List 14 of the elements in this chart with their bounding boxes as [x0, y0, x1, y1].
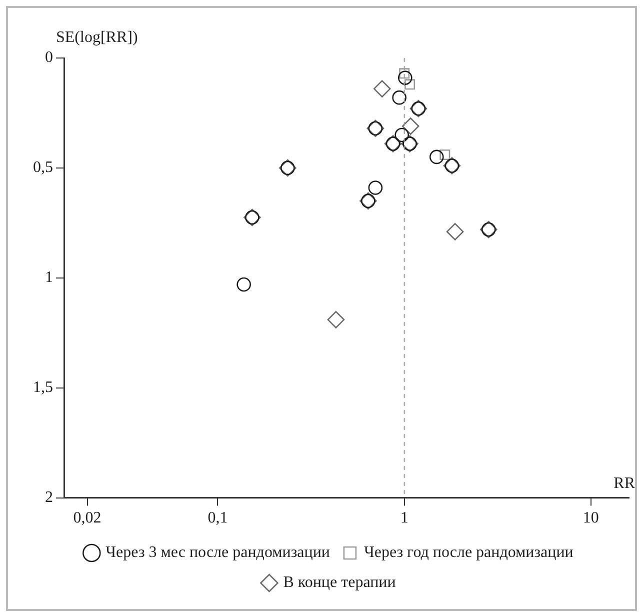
x-tick-label: 1 — [400, 510, 408, 527]
y-axis-title: SE(log[RR]) — [56, 29, 138, 46]
y-tick-label: 1,5 — [33, 379, 53, 396]
y-tick-label: 2 — [45, 489, 53, 506]
x-axis-title: RR — [614, 475, 636, 492]
y-tick-label: 0 — [45, 49, 53, 66]
x-tick-label: 10 — [582, 510, 599, 527]
legend-label: Через год после рандомизации — [364, 544, 574, 562]
legend-label: В конце терапии — [283, 574, 396, 592]
x-tick-label: 0,1 — [208, 510, 228, 527]
legend-label: Через 3 мес после рандомизации — [106, 544, 330, 562]
y-tick-label: 1 — [45, 269, 53, 286]
y-tick-label: 0,5 — [33, 159, 53, 176]
x-tick-label: 0,02 — [73, 510, 102, 527]
